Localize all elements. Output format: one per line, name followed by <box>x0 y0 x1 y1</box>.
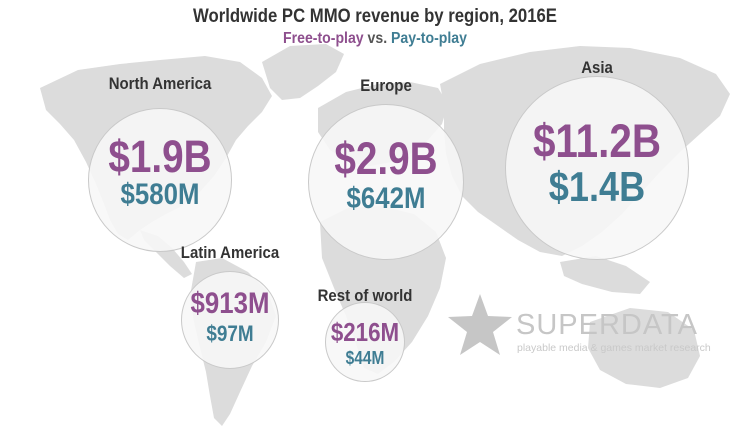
region-label-rest-of-world: Rest of world <box>317 286 413 305</box>
bubble-latin-america <box>181 271 279 369</box>
brand-name: SUPERDATA <box>516 309 698 341</box>
continent-se-asia <box>560 256 650 294</box>
bubble-asia <box>505 76 689 260</box>
region-label-europe: Europe <box>360 76 412 95</box>
legend-free-to-play: Free-to-play <box>283 30 364 47</box>
legend-connector: vs. <box>367 30 388 47</box>
p2p-value-europe: $642M <box>346 182 426 215</box>
region-label-north-america: North America <box>108 74 212 93</box>
continent-australia <box>588 308 700 388</box>
p2p-value-north-america: $580M <box>120 178 200 211</box>
brand-tagline: playable media & games market research <box>517 342 711 354</box>
legend-pay-to-play: Pay-to-play <box>391 30 467 47</box>
f2p-value-europe: $2.9B <box>334 133 438 184</box>
star-icon <box>448 294 512 355</box>
chart-title: Worldwide PC MMO revenue by region, 2016… <box>193 6 557 27</box>
p2p-value-latin-america: $97M <box>206 320 254 346</box>
bubble-rest-of-world <box>325 302 405 382</box>
f2p-value-asia: $11.2B <box>532 113 662 167</box>
bubble-north-america <box>88 108 232 252</box>
bubble-europe <box>308 104 464 260</box>
chart-subtitle: Free-to-play vs. Pay-to-play <box>45 30 705 48</box>
region-label-asia: Asia <box>581 58 613 77</box>
f2p-value-latin-america: $913M <box>190 287 270 320</box>
p2p-value-asia: $1.4B <box>548 162 646 210</box>
p2p-value-rest-of-world: $44M <box>345 348 385 369</box>
f2p-value-north-america: $1.9B <box>108 131 212 182</box>
continent-greenland <box>262 44 344 100</box>
f2p-value-rest-of-world: $216M <box>330 317 400 348</box>
region-label-latin-america: Latin America <box>180 243 280 262</box>
